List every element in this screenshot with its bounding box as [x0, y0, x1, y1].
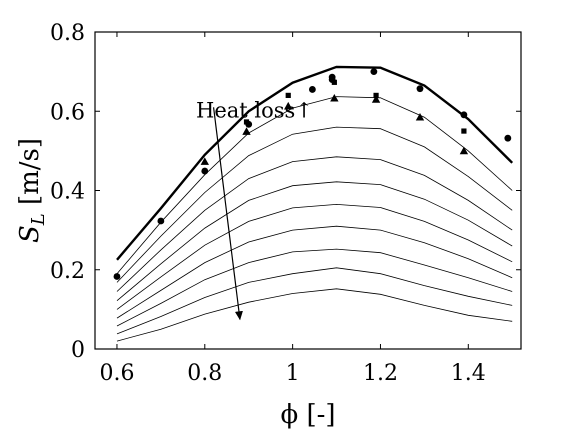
y-tick-label-3: 0.6: [50, 100, 85, 125]
annotation-group: Heat loss↑: [196, 98, 313, 321]
y-tick-label-4: 0.8: [50, 21, 85, 46]
triangle-marker-6: [415, 112, 425, 121]
y-axis-label-main: S: [15, 225, 45, 243]
y-axis-label-units: [m/s]: [15, 138, 45, 213]
heat-loss-line-7: [116, 248, 513, 327]
triangle-marker-5: [371, 95, 381, 103]
circle-marker-1: [113, 273, 121, 280]
heat-loss-line-6: [116, 225, 513, 319]
x-tick-label-3: 1.2: [363, 361, 398, 386]
square-marker-3: [331, 79, 337, 85]
circle-marker-3: [201, 167, 209, 175]
heat-loss-lines: [116, 96, 513, 342]
main-line: [116, 65, 514, 261]
heat-loss-arrow: [212, 107, 243, 321]
heat-loss-line-9: [116, 288, 513, 342]
circle-marker-9: [416, 85, 424, 93]
plot-area: [94, 31, 522, 350]
axis-ticks: 0.6 0.8 1 1.2 1.4 0 0.2 0.4 0.6 0.8: [50, 21, 521, 386]
heat-loss-line-4: [116, 181, 513, 302]
circle-marker-10: [460, 111, 468, 119]
data-markers: [113, 68, 512, 280]
triangle-marker-3: [284, 101, 293, 110]
y-tick-label-0: 0: [71, 338, 85, 363]
triangle-marker-4: [330, 93, 339, 102]
circle-marker-8: [370, 68, 378, 76]
x-tick-label-2: 1: [286, 361, 300, 386]
square-marker-2: [285, 92, 291, 98]
triangle-marker-7: [459, 146, 469, 155]
circle-marker-5: [308, 86, 316, 93]
triangle-marker-2: [242, 127, 251, 135]
circle-marker-7: [328, 73, 336, 81]
x-tick-label-4: 1.4: [451, 361, 486, 386]
heat-loss-line-1: [116, 96, 513, 274]
circle-marker-11: [504, 134, 512, 142]
y-tick-label-2: 0.4: [50, 180, 85, 205]
square-marker-1: [243, 119, 250, 125]
heat-loss-line-8: [116, 267, 513, 335]
x-tick-label-1: 0.8: [187, 361, 222, 386]
y-axis-label-sub: L: [28, 213, 49, 226]
heat-loss-line-2: [116, 126, 513, 283]
y-axis-label: SL [m/s]: [15, 138, 49, 243]
circle-marker-2: [157, 217, 165, 225]
x-axis-label: ϕ [-]: [280, 400, 335, 430]
triangle-marker-1: [200, 157, 209, 165]
square-marker-5: [461, 128, 467, 134]
heat-loss-line-3: [116, 156, 513, 292]
heat-loss-line-5: [116, 203, 513, 310]
main-line-group: [116, 65, 514, 261]
y-tick-label-1: 0.2: [50, 259, 85, 284]
x-tick-label-0: 0.6: [99, 361, 134, 386]
